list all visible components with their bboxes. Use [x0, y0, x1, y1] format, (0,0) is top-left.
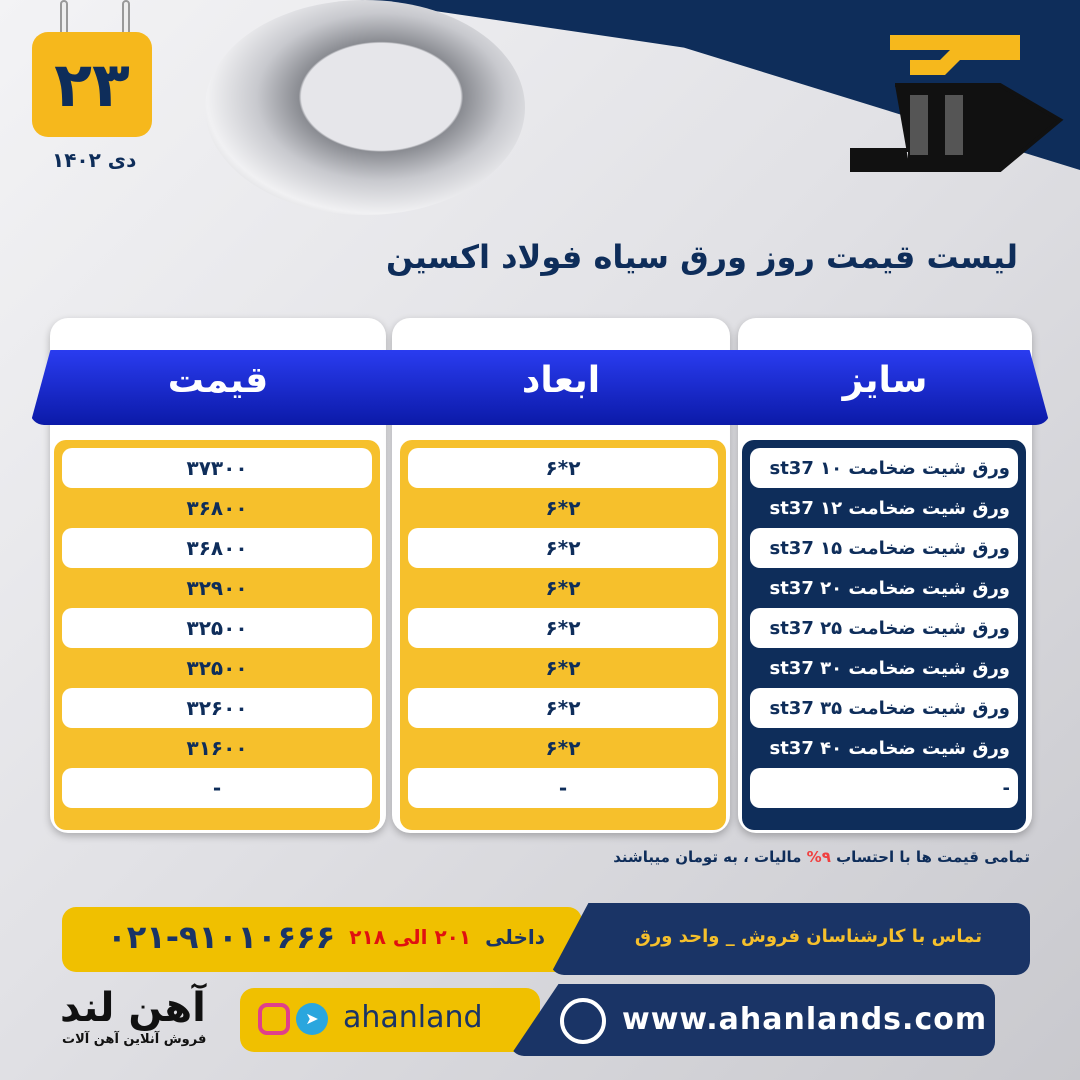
instagram-icon[interactable] [258, 1003, 290, 1035]
list-item: ۳۲۵۰۰ [186, 656, 248, 680]
brand-tagline: فروش آنلاین آهن آلات [62, 1032, 207, 1047]
header-dimensions: ابعاد [521, 360, 601, 401]
date-month-year: دی ۱۴۰۲ [52, 148, 137, 172]
ext-range: ۲۰۱ الی ۲۱۸ [349, 925, 472, 949]
list-item: ۲*۶ [408, 608, 718, 648]
contact-bar [550, 903, 1030, 975]
header-size: سایز [842, 360, 928, 401]
list-item: ۲*۶ [545, 576, 581, 600]
list-item: - [62, 768, 372, 808]
list-item: ورق شیت ضخامت ۳۵ st37 [750, 688, 1018, 728]
list-item: ۳۲۶۰۰ [62, 688, 372, 728]
list-item: ورق شیت ضخامت ۱۵ st37 [750, 528, 1018, 568]
list-item: ورق شیت ضخامت ۲۰ st37 [769, 577, 1010, 599]
date-day: ۲۳ [54, 48, 130, 121]
phone-bar [62, 907, 582, 972]
header-price: قیمت [167, 360, 269, 401]
list-item: ۳۲۹۰۰ [186, 576, 248, 600]
list-item: ورق شیت ضخامت ۱۰ st37 [750, 448, 1018, 488]
list-item: ۲*۶ [545, 496, 581, 520]
list-item: ۲*۶ [408, 528, 718, 568]
list-item: ۳۶۸۰۰ [62, 528, 372, 568]
tax-note: تمامی قیمت ها با احتساب ۹% مالیات ، به ت… [613, 848, 1030, 866]
list-item: ۲*۶ [545, 656, 581, 680]
list-item: ۳۶۸۰۰ [186, 496, 248, 520]
page-title: لیست قیمت روز ورق سیاه فولاد اکسین [385, 238, 1018, 276]
website-url[interactable]: www.ahanlands.com [622, 1002, 988, 1037]
list-item: ۲*۶ [408, 688, 718, 728]
dimensions-list: ۲*۶ ۲*۶ ۲*۶ ۲*۶ ۲*۶ ۲*۶ ۲*۶ ۲*۶ - [400, 440, 726, 830]
globe-icon [560, 998, 606, 1044]
phone-number[interactable]: ۰۲۱-۹۱۰۱۰۶۶۶ [107, 918, 336, 956]
social-handle[interactable]: ahanland [343, 1000, 483, 1035]
price-list: ۳۷۳۰۰ ۳۶۸۰۰ ۳۶۸۰۰ ۳۲۹۰۰ ۳۲۵۰۰ ۳۲۵۰۰ ۳۲۶۰۰ ۳۱۶۰۰… [54, 440, 380, 830]
list-item: ۲*۶ [545, 736, 581, 760]
list-item: ۳۱۶۰۰ [186, 736, 248, 760]
list-item: ورق شیت ضخامت ۱۲ st37 [769, 497, 1010, 519]
phone-info: داخلی ۲۰۱ الی ۲۱۸ ۰۲۱-۹۱۰۱۰۶۶۶ [85, 918, 545, 956]
contact-label: تماس با کارشناسان فروش _ واحد ورق [634, 926, 982, 947]
list-item: ورق شیت ضخامت ۳۰ st37 [769, 657, 1010, 679]
brand-logo: آهن لند [60, 985, 206, 1031]
list-item: ورق شیت ضخامت ۴۰ st37 [769, 737, 1010, 759]
social-bar [240, 988, 540, 1052]
note-text: مالیات ، به تومان میباشند [613, 848, 802, 866]
ext-prefix: داخلی [485, 925, 545, 949]
list-item: - [750, 768, 1018, 808]
list-item: ۳۷۳۰۰ [62, 448, 372, 488]
header-banner [30, 350, 1050, 425]
telegram-icon[interactable]: ➤ [296, 1003, 328, 1035]
list-item: ورق شیت ضخامت ۲۵ st37 [750, 608, 1018, 648]
list-item: ۳۲۵۰۰ [62, 608, 372, 648]
list-item: ۲*۶ [408, 448, 718, 488]
tax-percent: ۹% [806, 848, 831, 866]
date-badge: ۲۳ [32, 32, 152, 137]
size-list: ورق شیت ضخامت ۱۰ st37 ورق شیت ضخامت ۱۲ st… [742, 440, 1026, 830]
steel-profiles-logo [850, 35, 1064, 172]
note-text: تمامی قیمت ها با احتساب [836, 848, 1030, 866]
list-item: - [408, 768, 718, 808]
steel-coil-image [205, 0, 525, 215]
